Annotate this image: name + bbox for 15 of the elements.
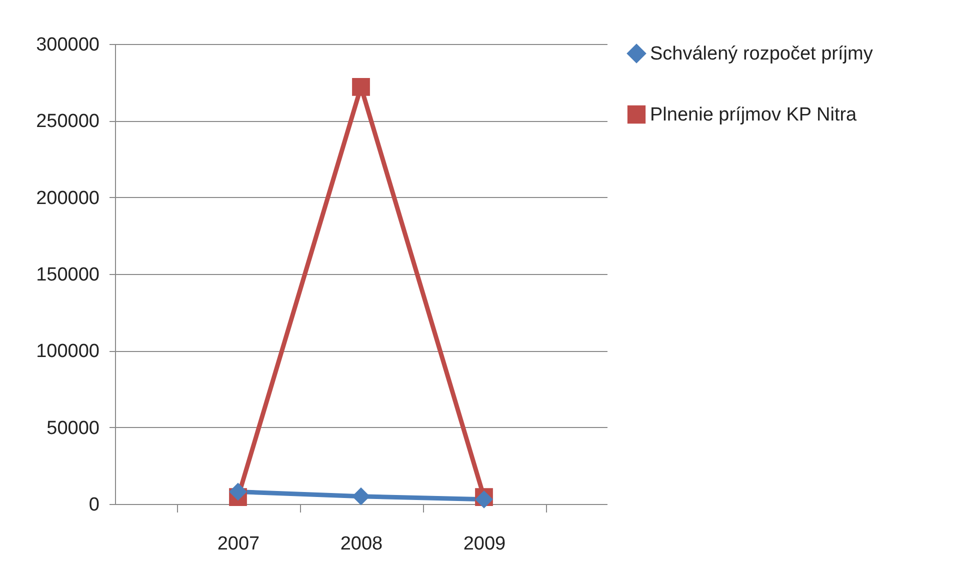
y-tick-label: 250000: [36, 111, 100, 132]
point: [352, 487, 370, 506]
y-tick-label: 150000: [36, 264, 100, 286]
y-tick-label: 100000: [36, 341, 100, 362]
point: [229, 482, 247, 501]
point: [352, 78, 370, 96]
legend-label: Schválený rozpočet príjmy: [650, 44, 874, 64]
legend-label: Plnenie príjmov KP Nitra: [650, 104, 858, 126]
y-tick-label: 200000: [36, 188, 100, 209]
y-tick-label: 300000: [36, 34, 100, 56]
y-tick-label: 0: [88, 494, 100, 516]
x-tick-label: 2007: [217, 534, 260, 554]
y-tick-label: 50000: [46, 418, 100, 439]
x-tick-label: 2009: [463, 534, 506, 554]
x-tick-label: 2008: [340, 534, 383, 554]
